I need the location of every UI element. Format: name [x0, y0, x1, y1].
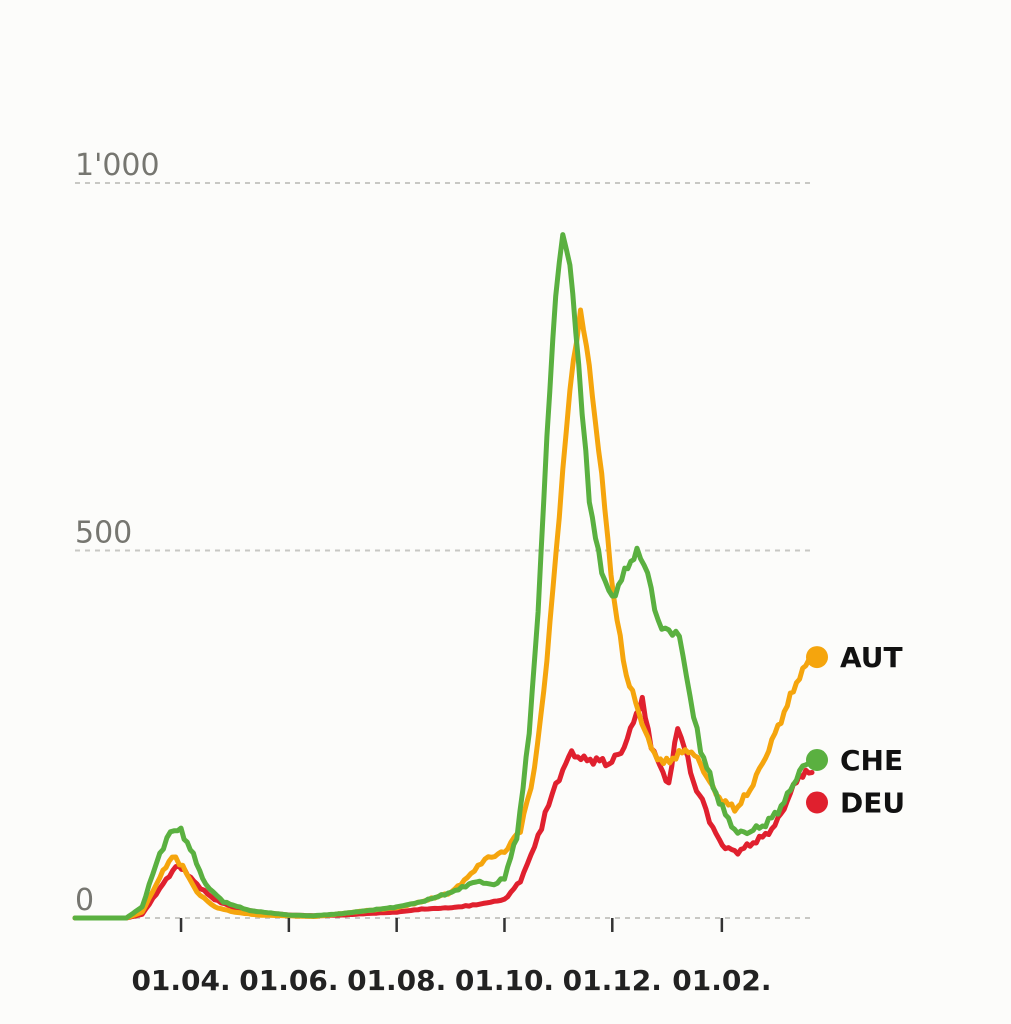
x-tick-label: 01.10. [455, 964, 554, 997]
y-tick-label: 1'000 [75, 148, 160, 183]
x-tick-label: 01.12. [563, 964, 662, 997]
y-tick-label: 0 [75, 883, 94, 918]
y-tick-label: 500 [75, 516, 132, 551]
series-line-aut [72, 307, 815, 921]
end-marker-deu [806, 791, 828, 814]
end-marker-che [806, 748, 828, 771]
series-line-che [72, 232, 815, 921]
x-tick-label: 01.06. [239, 964, 338, 997]
series-label-aut: AUT [840, 641, 903, 674]
x-axis: 01.04. 01.06. 01.08. 01.10. 01.12. 01.02. [131, 918, 771, 997]
series-lines [72, 232, 815, 921]
end-marker-aut [806, 646, 828, 669]
x-tick-label: 01.02. [672, 964, 771, 997]
y-tick-labels: 0 500 1'000 [75, 148, 160, 918]
series-end-markers: AUT CHE DEU [806, 641, 905, 819]
x-tick-label: 01.08. [347, 964, 446, 997]
series-line-deu [72, 694, 815, 921]
gridlines [75, 182, 812, 919]
x-tick-label: 01.04. [131, 964, 230, 997]
series-label-che: CHE [840, 744, 903, 777]
series-label-deu: DEU [840, 786, 905, 819]
